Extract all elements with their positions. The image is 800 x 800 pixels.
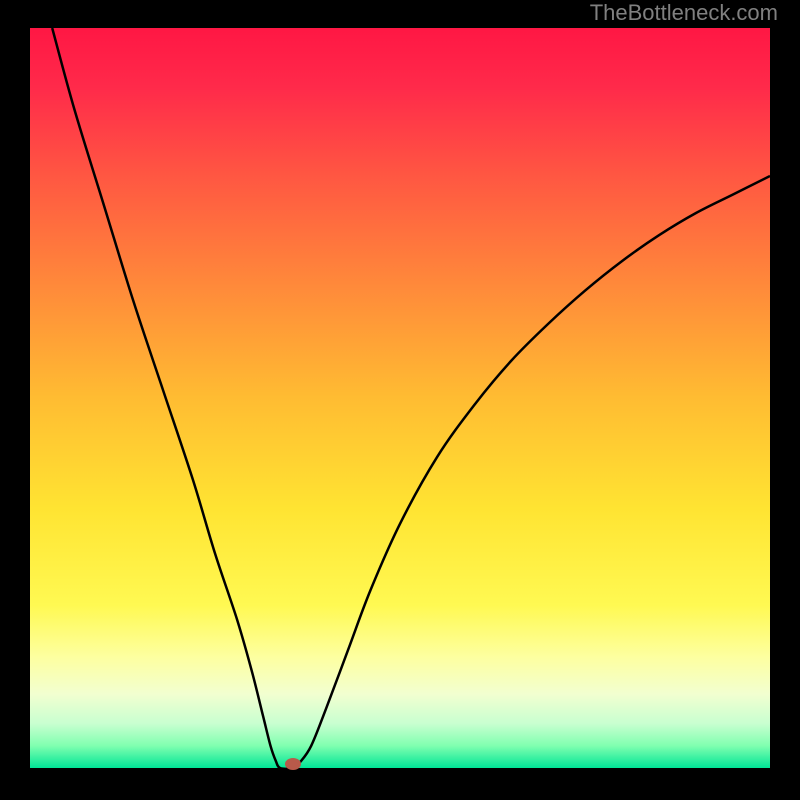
bottleneck-curve	[30, 28, 770, 768]
optimal-point-marker	[285, 758, 301, 770]
chart-container: TheBottleneck.com	[0, 0, 800, 800]
watermark-text: TheBottleneck.com	[590, 0, 778, 26]
plot-area	[30, 28, 770, 768]
